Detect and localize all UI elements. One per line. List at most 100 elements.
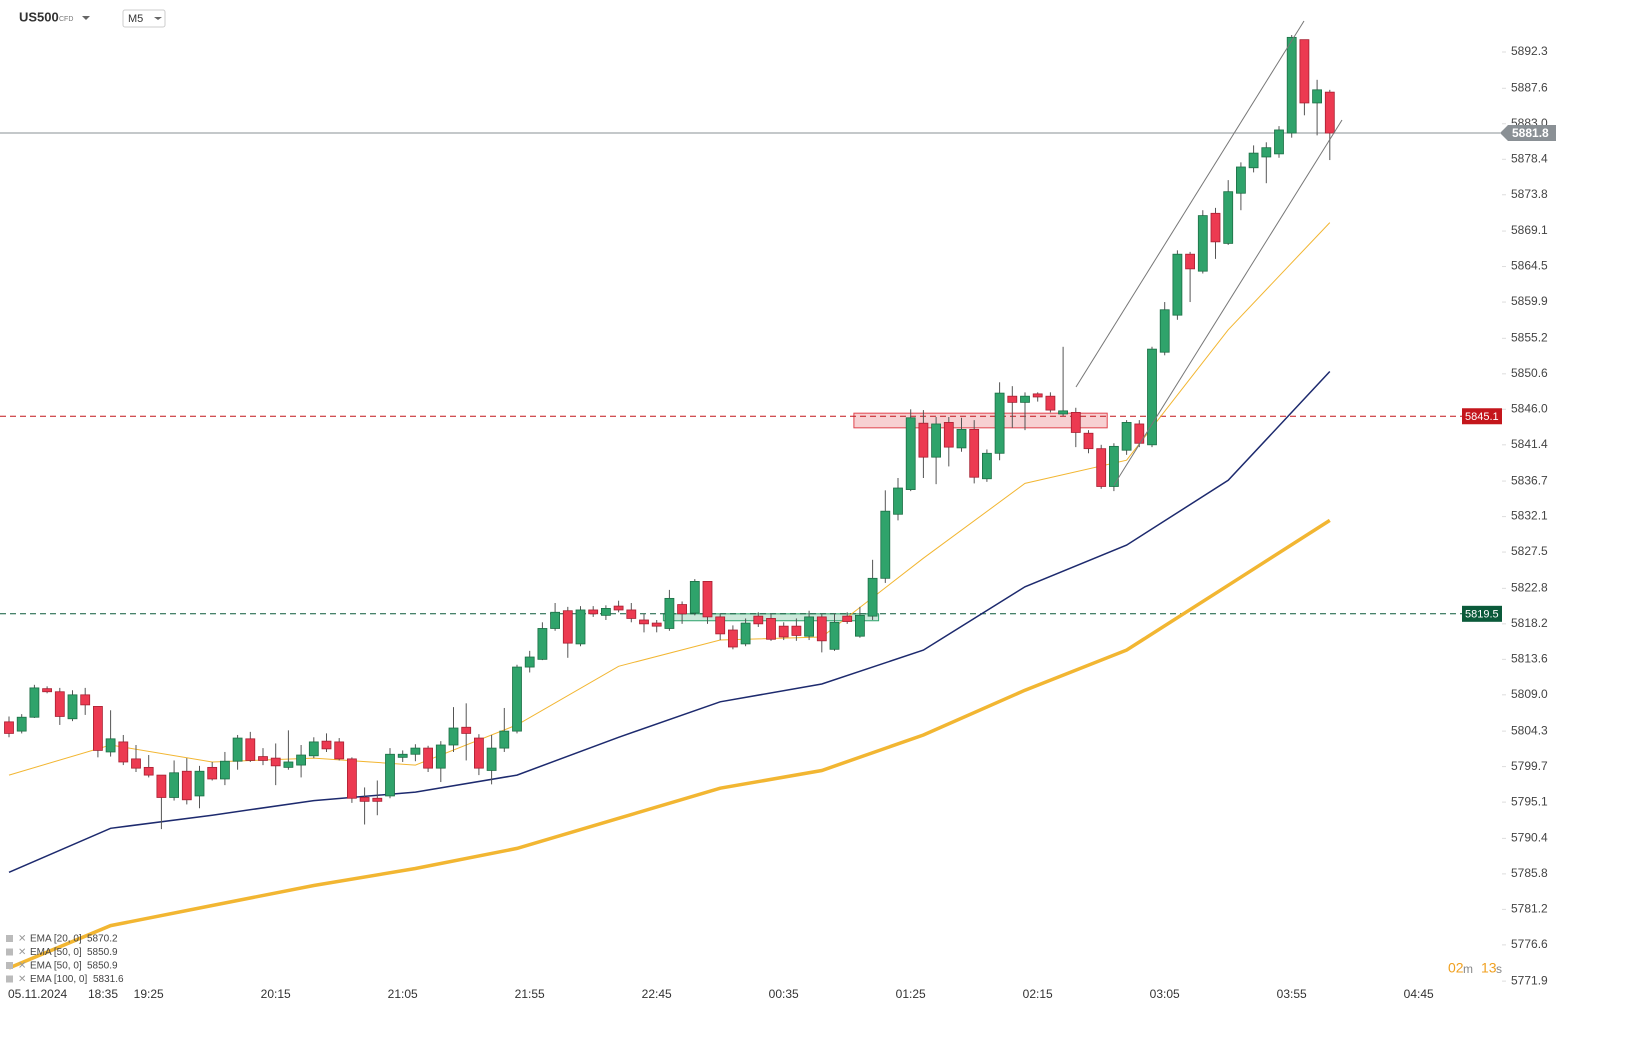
interval-selector[interactable] xyxy=(122,9,166,28)
x-tick-label: 01:25 xyxy=(896,987,926,1001)
candle-body xyxy=(1312,89,1322,104)
candle-body xyxy=(486,747,497,771)
candle-body xyxy=(207,766,218,780)
candle-body xyxy=(80,694,91,706)
candle-body xyxy=(626,609,637,619)
candle-body xyxy=(550,611,560,629)
candle-body xyxy=(461,726,472,734)
y-tick-label: 5818.2 xyxy=(1511,616,1548,630)
legend-value: 5850.9 xyxy=(87,947,118,958)
y-tick-label: 5859.9 xyxy=(1511,294,1548,308)
countdown-seconds: 13 xyxy=(1481,960,1497,976)
candle-body xyxy=(410,747,421,755)
candle-body xyxy=(1261,147,1272,158)
legend-name: EMA [50, 0] xyxy=(30,947,82,958)
y-tick-label: 5827.5 xyxy=(1511,544,1548,558)
x-tick-label: 18:35 xyxy=(88,987,118,1001)
candle-body xyxy=(1159,309,1170,353)
y-tick-label: 5804.3 xyxy=(1511,723,1548,737)
candle-body xyxy=(956,428,967,449)
y-tick-label: 5795.1 xyxy=(1511,794,1548,808)
y-tick-label: 5850.6 xyxy=(1511,366,1548,380)
y-tick-label: 5836.7 xyxy=(1511,473,1548,487)
candle-body xyxy=(715,616,726,635)
y-tick-label: 5846.0 xyxy=(1511,401,1548,415)
candle-body xyxy=(677,604,687,615)
symbol[interactable]: US500 xyxy=(19,9,59,24)
y-tick-label: 5785.8 xyxy=(1511,866,1548,880)
countdown-m: m xyxy=(1463,962,1473,976)
candle-body xyxy=(562,610,573,644)
candle-body xyxy=(1020,395,1030,403)
candle-body xyxy=(346,758,357,799)
candle-body xyxy=(1121,422,1132,451)
candle-body xyxy=(270,757,281,767)
candle-body xyxy=(29,687,40,718)
candle-body xyxy=(169,772,180,798)
candle-body xyxy=(1096,448,1107,487)
candle-body xyxy=(1172,253,1183,316)
candle-body xyxy=(855,614,865,637)
candle-body xyxy=(1045,395,1056,411)
y-tick-label: 5813.6 xyxy=(1511,652,1548,666)
candle-body xyxy=(67,694,78,720)
countdown-s: s xyxy=(1496,962,1502,976)
candle-body xyxy=(1274,129,1284,155)
candle-body xyxy=(575,609,586,645)
y-tick-label: 5822.8 xyxy=(1511,581,1548,595)
candle-body xyxy=(359,797,370,802)
candle-body xyxy=(931,423,941,458)
candle-body xyxy=(118,741,129,763)
y-tick-label: 5799.7 xyxy=(1511,759,1548,773)
candle-body xyxy=(702,581,713,618)
x-tick-label: 21:05 xyxy=(388,987,418,1001)
x-tick-label: 04:45 xyxy=(1404,987,1434,1001)
candle-body xyxy=(982,452,992,480)
candle-body xyxy=(728,629,738,648)
candle-body xyxy=(778,625,789,638)
candle-body xyxy=(397,753,408,758)
legend-icon xyxy=(6,935,13,942)
candle-body xyxy=(1058,410,1068,415)
legend-icon xyxy=(6,975,13,983)
candle-body xyxy=(1109,445,1119,487)
candle-body xyxy=(791,625,802,636)
candle-body xyxy=(639,619,649,625)
candle-body xyxy=(842,615,853,622)
candle-body xyxy=(1236,166,1246,194)
candle-body xyxy=(499,730,510,749)
candle-body xyxy=(372,797,383,802)
candle-body xyxy=(918,422,929,458)
y-tick-label: 5771.9 xyxy=(1511,973,1548,987)
level-tag xyxy=(1462,605,1502,622)
last-price-label: 5881.8 xyxy=(1512,126,1549,140)
candle-body xyxy=(131,758,141,769)
candle-body xyxy=(448,727,459,746)
x-tick-label: 22:45 xyxy=(642,987,672,1001)
candle-body xyxy=(385,753,395,797)
candle-body xyxy=(1134,423,1145,444)
y-tick-label: 5864.5 xyxy=(1511,259,1548,273)
candle-body xyxy=(1083,432,1094,450)
candle-body xyxy=(219,760,230,780)
legend-value: 5850.9 xyxy=(87,961,118,972)
level-label: 5845.1 xyxy=(1465,411,1499,423)
last-price-tag xyxy=(1500,125,1556,142)
candle-body xyxy=(42,688,52,693)
market: CFD xyxy=(59,16,73,23)
legend-close: ✕ xyxy=(18,947,26,958)
candle-body xyxy=(804,616,814,637)
level-label: 5819.5 xyxy=(1465,609,1499,621)
candle-body xyxy=(651,622,662,627)
candle-body xyxy=(283,761,294,768)
candle-body xyxy=(867,577,878,617)
candle-body xyxy=(54,691,65,717)
y-tick-label: 5887.6 xyxy=(1511,80,1548,94)
candle-body xyxy=(689,581,700,614)
candle-body xyxy=(880,510,891,579)
legend-name: EMA [50, 0] xyxy=(30,961,82,972)
candle-body xyxy=(308,741,319,757)
x-tick-label: 21:55 xyxy=(515,987,545,1001)
symbol-dropdown[interactable] xyxy=(82,16,90,20)
